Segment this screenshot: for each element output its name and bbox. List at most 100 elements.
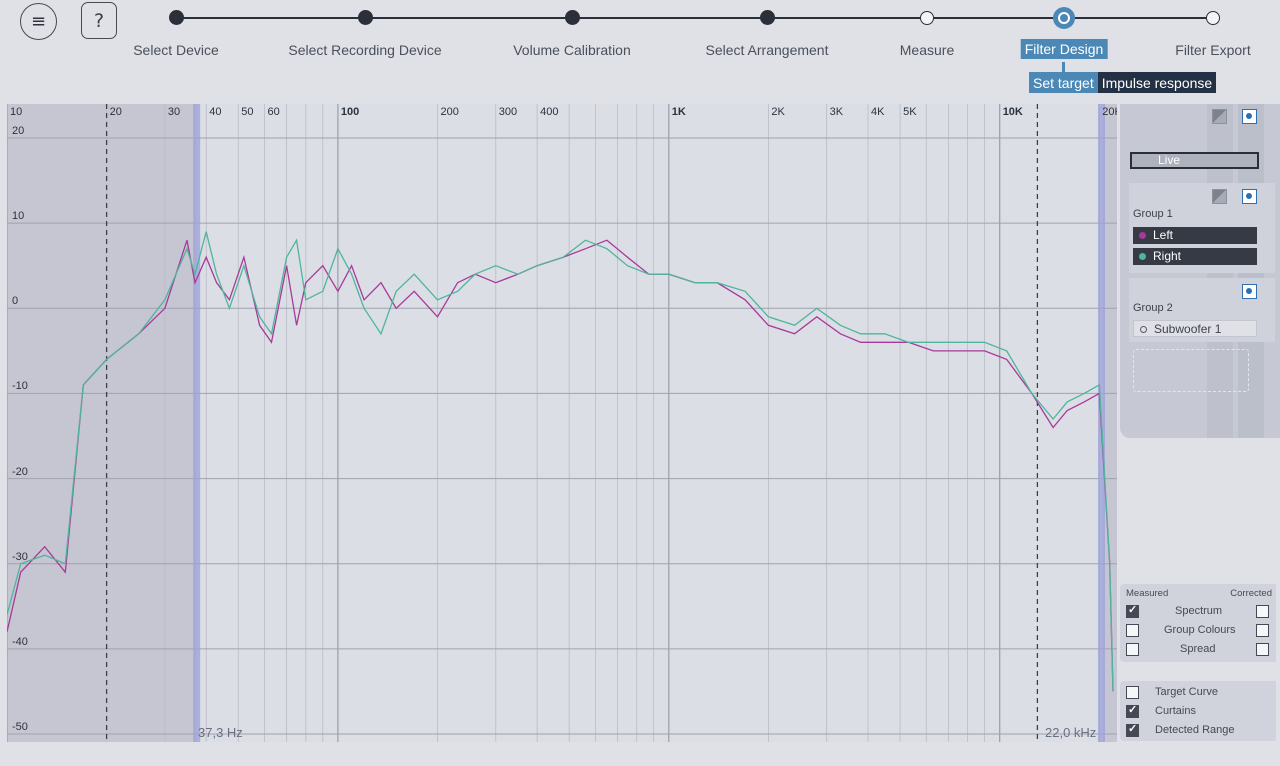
x-tick-label: 2K <box>771 106 785 118</box>
y-tick-label: 20 <box>12 125 25 137</box>
channel-panel: Live Group 1 Left Right Group 2 Subwoofe… <box>1120 104 1280 438</box>
step-dot-current <box>1053 7 1075 29</box>
detected-range-checkbox[interactable] <box>1126 722 1139 737</box>
x-tick-label: 10K <box>1002 106 1023 118</box>
step-label: Measure <box>899 42 955 58</box>
group-colours-corrected-checkbox[interactable] <box>1256 624 1269 637</box>
visibility-icon[interactable] <box>1242 109 1257 124</box>
step-dot-done <box>169 10 184 25</box>
y-tick-label: -50 <box>12 721 28 733</box>
channel-left[interactable]: Left <box>1133 227 1257 244</box>
live-channel[interactable]: Live <box>1130 152 1259 169</box>
channel-label: Right <box>1153 249 1182 263</box>
plot-overlay-options: Target Curve Curtains Detected Range <box>1120 681 1276 741</box>
x-tick-label: 300 <box>498 106 518 118</box>
x-tick-label: 3K <box>829 106 844 118</box>
option-spectrum: Spectrum <box>1120 603 1276 623</box>
y-tick-label: -40 <box>12 635 28 648</box>
channel-label: Left <box>1153 228 1174 242</box>
option-label: Spectrum <box>1175 605 1223 617</box>
low-range-handle <box>193 104 201 742</box>
tab-impulse-response[interactable]: Impulse response <box>1097 72 1217 93</box>
empty-group-drop-zone[interactable] <box>1133 349 1249 392</box>
y-tick-label: 0 <box>12 295 19 308</box>
curtains-checkbox[interactable] <box>1126 703 1139 718</box>
y-tick-label: -10 <box>12 380 28 393</box>
x-tick-label: 10 <box>10 106 23 118</box>
channel-color-dot <box>1139 253 1146 260</box>
channel-label: Subwoofer 1 <box>1154 322 1222 336</box>
layers-icon[interactable] <box>1212 109 1227 124</box>
spread-corrected-checkbox[interactable] <box>1256 643 1269 656</box>
help-button[interactable]: ? <box>81 2 117 39</box>
option-detected-range: Detected Range <box>1120 722 1276 742</box>
option-label: Spread <box>1180 643 1216 655</box>
step-label: Select Recording Device <box>288 42 442 58</box>
frequency-response-svg <box>7 104 1117 742</box>
option-spread: Spread <box>1120 643 1276 661</box>
x-tick-label: 50 <box>241 106 254 118</box>
target-curve-checkbox[interactable] <box>1126 686 1139 699</box>
option-target-curve: Target Curve <box>1120 686 1276 704</box>
x-tick-label: 4K <box>871 106 885 118</box>
range-high-label: 22,0 kHz <box>1045 725 1097 740</box>
display-options: Measured Corrected Spectrum Group Colour… <box>1120 584 1276 662</box>
step-label: Select Arrangement <box>705 42 829 58</box>
x-tick-label: 5K <box>903 106 917 118</box>
step-label: Filter Export <box>1175 42 1251 58</box>
x-tick-label: 60 <box>267 106 280 118</box>
option-label: Curtains <box>1155 705 1196 717</box>
help-label: ? <box>93 9 105 32</box>
spectrum-measured-checkbox[interactable] <box>1126 603 1139 618</box>
high-curtain <box>1103 104 1117 742</box>
y-tick-label: -20 <box>12 465 28 478</box>
live-label: Live <box>1158 153 1181 167</box>
channel-right[interactable]: Right <box>1133 248 1257 265</box>
y-tick-label: -30 <box>12 550 28 563</box>
visibility-icon[interactable] <box>1242 284 1257 299</box>
step-progress-line <box>176 17 1213 19</box>
step-label: Volume Calibration <box>513 42 631 58</box>
layers-icon[interactable] <box>1212 189 1227 204</box>
group-title: Group 1 <box>1133 208 1173 220</box>
x-tick-label: 400 <box>540 106 559 118</box>
step-label: Filter Design <box>1020 39 1108 59</box>
spread-measured-checkbox[interactable] <box>1126 643 1139 656</box>
channel-color-dot <box>1139 232 1146 239</box>
frequency-response-plot[interactable]: 20 10 0 -10 -20 -30 -40 -50 10 20 30 40 50 60 100 200 3… <box>7 104 1117 742</box>
spectrum-corrected-checkbox[interactable] <box>1256 605 1269 618</box>
filter-design-subtabs: Set target Impulse response <box>1029 72 1217 93</box>
channel-subwoofer-1[interactable]: Subwoofer 1 <box>1133 320 1257 337</box>
measured-header: Measured <box>1126 588 1169 599</box>
option-label: Group Colours <box>1164 624 1236 636</box>
x-tick-label: 20 <box>109 106 122 118</box>
x-tick-label: 200 <box>440 106 459 118</box>
wizard-header: ≡ ? Select Device Select Recording Devic… <box>0 0 1280 100</box>
option-curtains: Curtains <box>1120 703 1276 723</box>
group-1: Group 1 Left Right <box>1129 183 1275 273</box>
option-label: Detected Range <box>1155 724 1235 736</box>
low-curtain <box>7 104 197 742</box>
channel-color-dot <box>1140 326 1147 333</box>
y-tick-label: 10 <box>12 210 25 223</box>
step-dot-open <box>920 11 934 25</box>
step-dot-done <box>565 10 580 25</box>
step-dot-open <box>1206 11 1220 25</box>
main-menu-button[interactable]: ≡ <box>20 3 57 40</box>
x-tick-label: 1K <box>671 106 686 118</box>
visibility-icon[interactable] <box>1242 189 1257 204</box>
group-colours-measured-checkbox[interactable] <box>1126 624 1139 637</box>
step-dot-done <box>358 10 373 25</box>
option-label: Target Curve <box>1155 686 1218 698</box>
x-tick-label: 20K <box>1102 106 1117 118</box>
x-tick-label: 40 <box>209 106 222 118</box>
tab-set-target[interactable]: Set target <box>1029 72 1098 93</box>
group-title: Group 2 <box>1133 302 1173 314</box>
range-low-label: 37,3 Hz <box>198 725 243 740</box>
series-right <box>7 231 1114 692</box>
x-tick-label: 100 <box>340 106 360 118</box>
step-dot-done <box>760 10 775 25</box>
option-group-colours: Group Colours <box>1120 624 1276 642</box>
hamburger-menu-icon: ≡ <box>30 10 47 32</box>
x-tick-label: 30 <box>167 106 181 118</box>
